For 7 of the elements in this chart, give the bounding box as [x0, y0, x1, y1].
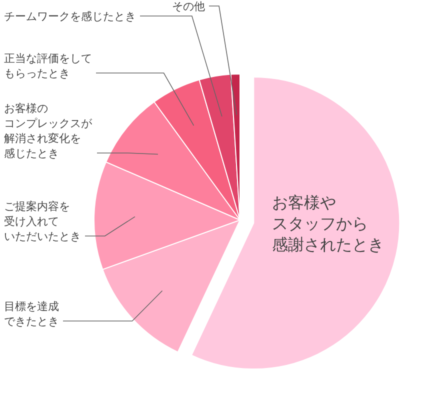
slice-label: 正当な評価をしてもらったとき: [4, 52, 92, 80]
slice-label: お客様やスタッフから感謝されたとき: [272, 193, 384, 254]
slice-label: お客様のコンプレックスが解消され変化を感じたとき: [4, 102, 93, 160]
slice-label: 目標を達成できたとき: [4, 300, 59, 328]
slice-label: チームワークを感じたとき: [4, 10, 136, 23]
slice-label: ご提案内容を受け入れていただいたとき: [4, 200, 81, 243]
slice-label: その他: [172, 0, 205, 13]
